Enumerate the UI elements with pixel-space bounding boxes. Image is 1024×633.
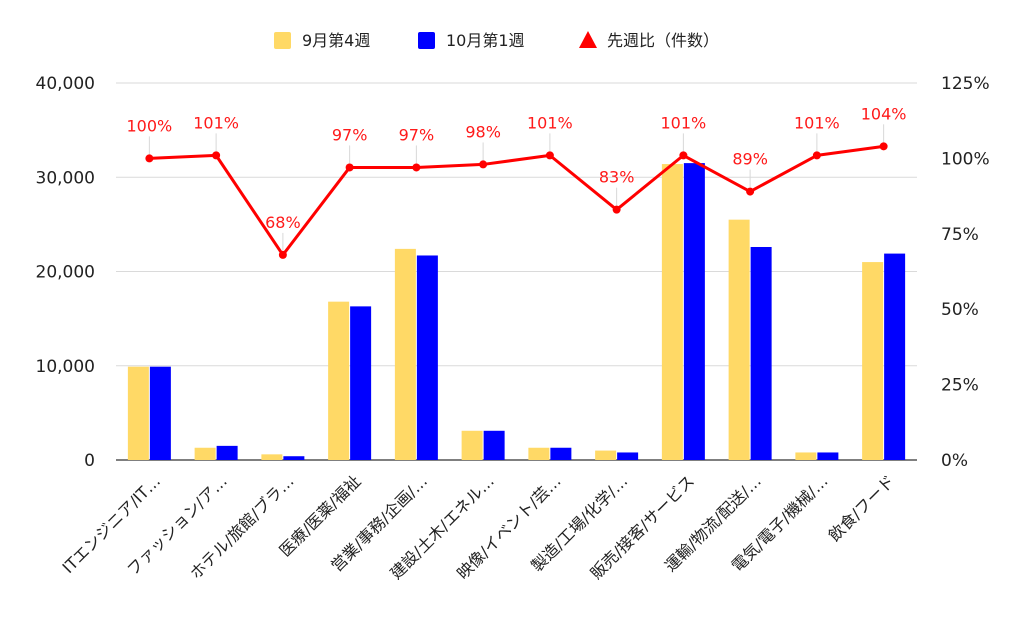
bar-sep-w4	[528, 447, 550, 460]
bar-oct-w1	[216, 445, 238, 460]
ratio-data-label: 83%	[599, 168, 635, 187]
y-left-tick-label: 0	[84, 451, 95, 471]
bar-oct-w1	[149, 366, 171, 460]
ratio-data-label: 101%	[193, 113, 239, 132]
ratio-point	[545, 151, 554, 160]
bar-oct-w1	[350, 306, 372, 460]
bar-sep-w4	[862, 262, 884, 460]
ratio-data-label: 101%	[661, 113, 707, 132]
y-right-tick-label: 0%	[941, 451, 968, 471]
bar-sep-w4	[394, 248, 416, 460]
y-right-tick-label: 75%	[941, 225, 979, 245]
y-right-tick-label: 50%	[941, 300, 979, 320]
y-left-tick-label: 20,000	[36, 263, 95, 283]
gridlines	[116, 82, 917, 461]
bar-sep-w4	[795, 452, 817, 460]
bar-sep-w4	[328, 301, 350, 460]
legend-label: 10月第1週	[446, 31, 525, 50]
ratio-point	[278, 250, 287, 259]
y-right-tick-label: 25%	[941, 376, 979, 396]
bar-oct-w1	[817, 452, 839, 460]
y-right-tick-label: 100%	[941, 149, 990, 169]
legend-swatch	[418, 32, 435, 49]
bar-sep-w4	[728, 219, 750, 460]
bar-oct-w1	[750, 246, 772, 460]
bar-oct-w1	[483, 430, 505, 460]
y-right-tick-label: 125%	[941, 74, 990, 94]
bar-sep-w4	[127, 366, 149, 460]
bar-sep-w4	[261, 454, 283, 460]
ratio-point	[145, 154, 154, 163]
bar-oct-w1	[617, 452, 639, 460]
bar-oct-w1	[550, 447, 572, 460]
ratio-data-label: 98%	[465, 122, 501, 141]
bar-sep-w4	[194, 447, 216, 460]
ratio-point	[812, 151, 821, 160]
ratio-point	[345, 163, 354, 172]
ratio-data-label: 97%	[399, 125, 435, 144]
y-left-tick-label: 30,000	[36, 168, 95, 188]
bar-sep-w4	[461, 430, 483, 460]
legend-label: 9月第4週	[302, 31, 370, 50]
ratio-data-label: 101%	[527, 113, 573, 132]
ratio-data-label: 89%	[732, 150, 768, 169]
ratio-point	[612, 205, 621, 214]
ratio-point	[746, 187, 755, 196]
x-category-label: 飲食/フード	[825, 471, 899, 545]
legend-triangle-icon	[579, 31, 597, 48]
ratio-line: 100% 101% 68% 97% 97% 98% 101% 83% 101% 89% 101% 10…	[127, 104, 907, 259]
legend-swatch	[274, 32, 291, 49]
bar-oct-w1	[416, 255, 438, 460]
ratio-point	[679, 151, 688, 160]
ratio-line-path	[149, 144, 884, 257]
ratio-point	[212, 151, 221, 160]
ratio-data-label: 97%	[332, 125, 368, 144]
bar-oct-w1	[283, 456, 305, 460]
y-left-tick-label: 40,000	[36, 74, 95, 94]
ratio-data-label: 68%	[265, 213, 301, 232]
ratio-point	[879, 142, 888, 151]
bar-sep-w4	[595, 450, 617, 460]
y-left-tick-label: 10,000	[36, 357, 95, 377]
bars	[127, 163, 906, 461]
ratio-data-label: 104%	[861, 104, 907, 123]
legend-label: 先週比（件数）	[607, 31, 719, 50]
ratio-data-label: 100%	[127, 116, 173, 135]
bar-oct-w1	[683, 163, 705, 461]
legend: 9月第4週 10月第1週 先週比（件数）	[274, 31, 719, 50]
bar-oct-w1	[884, 253, 906, 460]
ratio-point	[412, 163, 421, 172]
ratio-point	[479, 160, 488, 169]
ratio-data-label: 101%	[794, 113, 840, 132]
bar-sep-w4	[661, 164, 683, 460]
